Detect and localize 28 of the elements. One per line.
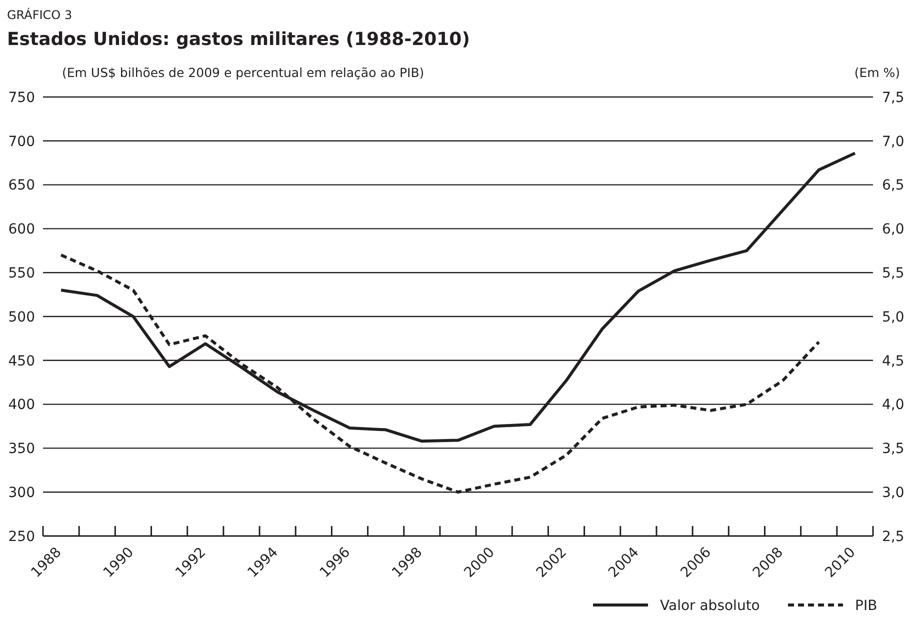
y-tick-label: 400 xyxy=(8,397,35,414)
y2-tick-label: 5,5 xyxy=(882,266,904,282)
y-tick-label: 350 xyxy=(8,441,35,458)
legend-label: Valor absoluto xyxy=(660,598,760,614)
y2-tick-label: 6,5 xyxy=(882,178,904,194)
y-tick-label: 650 xyxy=(8,178,35,194)
y-tick-label: 250 xyxy=(8,528,35,545)
y2-tick-label: 4,5 xyxy=(882,353,904,370)
y2-tick-label: 6,0 xyxy=(882,222,904,238)
y2-tick-label: 3,5 xyxy=(882,441,904,458)
y-tick-label: 450 xyxy=(8,353,35,370)
y2-tick-label: 7,0 xyxy=(882,134,904,150)
y-tick-label: 600 xyxy=(8,222,35,238)
y-tick-label: 550 xyxy=(8,266,35,282)
y-tick-label: 500 xyxy=(8,309,35,326)
y2-tick-label: 3,0 xyxy=(882,485,904,501)
y2-axis-title: (Em %) xyxy=(854,65,900,80)
chart-title: Estados Unidos: gastos militares (1988-2010) xyxy=(7,29,470,50)
y-tick-label: 300 xyxy=(8,485,35,501)
y2-tick-label: 4,0 xyxy=(882,397,904,414)
y-tick-label: 700 xyxy=(8,134,35,150)
y-tick-label: 750 xyxy=(8,90,35,106)
y2-tick-label: 5,0 xyxy=(882,309,904,326)
y2-tick-label: 2,5 xyxy=(882,528,904,545)
y-axis-title: (Em US$ bilhões de 2009 e percentual em relação ao PIB) xyxy=(62,65,424,80)
text: GRÁFICO 3 xyxy=(7,7,72,22)
legend-label: PIB xyxy=(855,598,878,614)
y2-tick-label: 7,5 xyxy=(882,90,904,106)
